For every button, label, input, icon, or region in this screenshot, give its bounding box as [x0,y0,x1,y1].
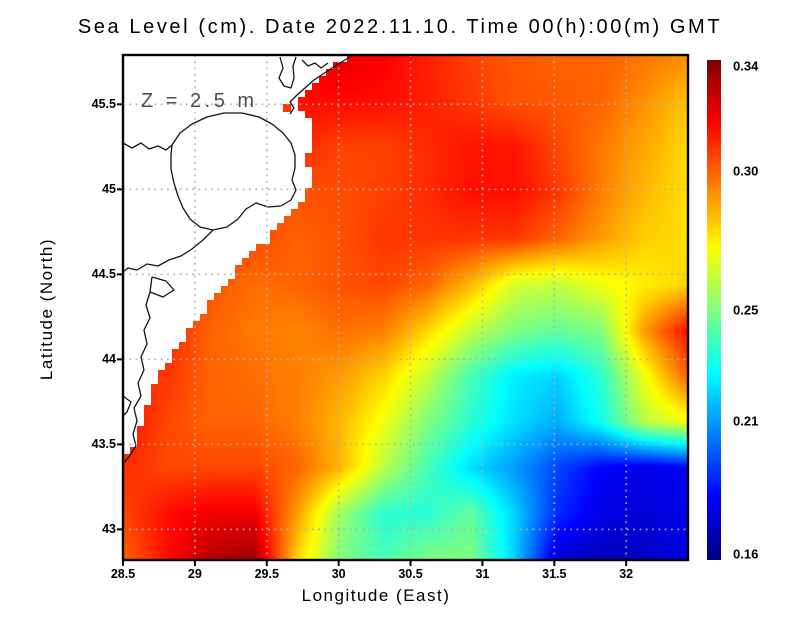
figure-title: Sea Level (cm). Date 2022.11.10. Time 00… [77,16,723,38]
colorbar-tick-label: 0.21 [733,413,759,429]
colorbar-tick-label: 0.16 [733,546,759,562]
y-tick-label: 45 [102,182,116,197]
x-tick-label: 31.5 [542,567,567,581]
colorbar-gradient [707,60,721,560]
y-tick-label: 44 [102,352,116,367]
x-tick-label: 30.5 [398,567,423,581]
sea-level-heatmap [123,55,688,560]
colorbar-tick-label: 0.25 [733,302,759,318]
depth-annotation: Z = 2.5 m [141,90,258,112]
y-tick-label: 44.5 [91,267,116,282]
x-tick-label: 29.5 [254,567,279,581]
colorbar-tick-label: 0.34 [733,58,759,74]
colorbar-tick-label: 0.30 [733,163,759,179]
x-tick-label: 29 [187,567,202,581]
y-tick-label: 43 [102,522,116,537]
x-tick-label: 30 [331,567,346,581]
y-tick-label: 43.5 [91,437,116,452]
y-axis-label: Latitude (North) [37,237,56,381]
x-tick-label: 31 [475,567,490,581]
x-tick-label: 28.5 [110,567,136,581]
x-axis-label: Longitude (East) [301,586,451,605]
x-tick-label: 32 [619,567,634,581]
y-tick-label: 45.5 [91,97,116,112]
